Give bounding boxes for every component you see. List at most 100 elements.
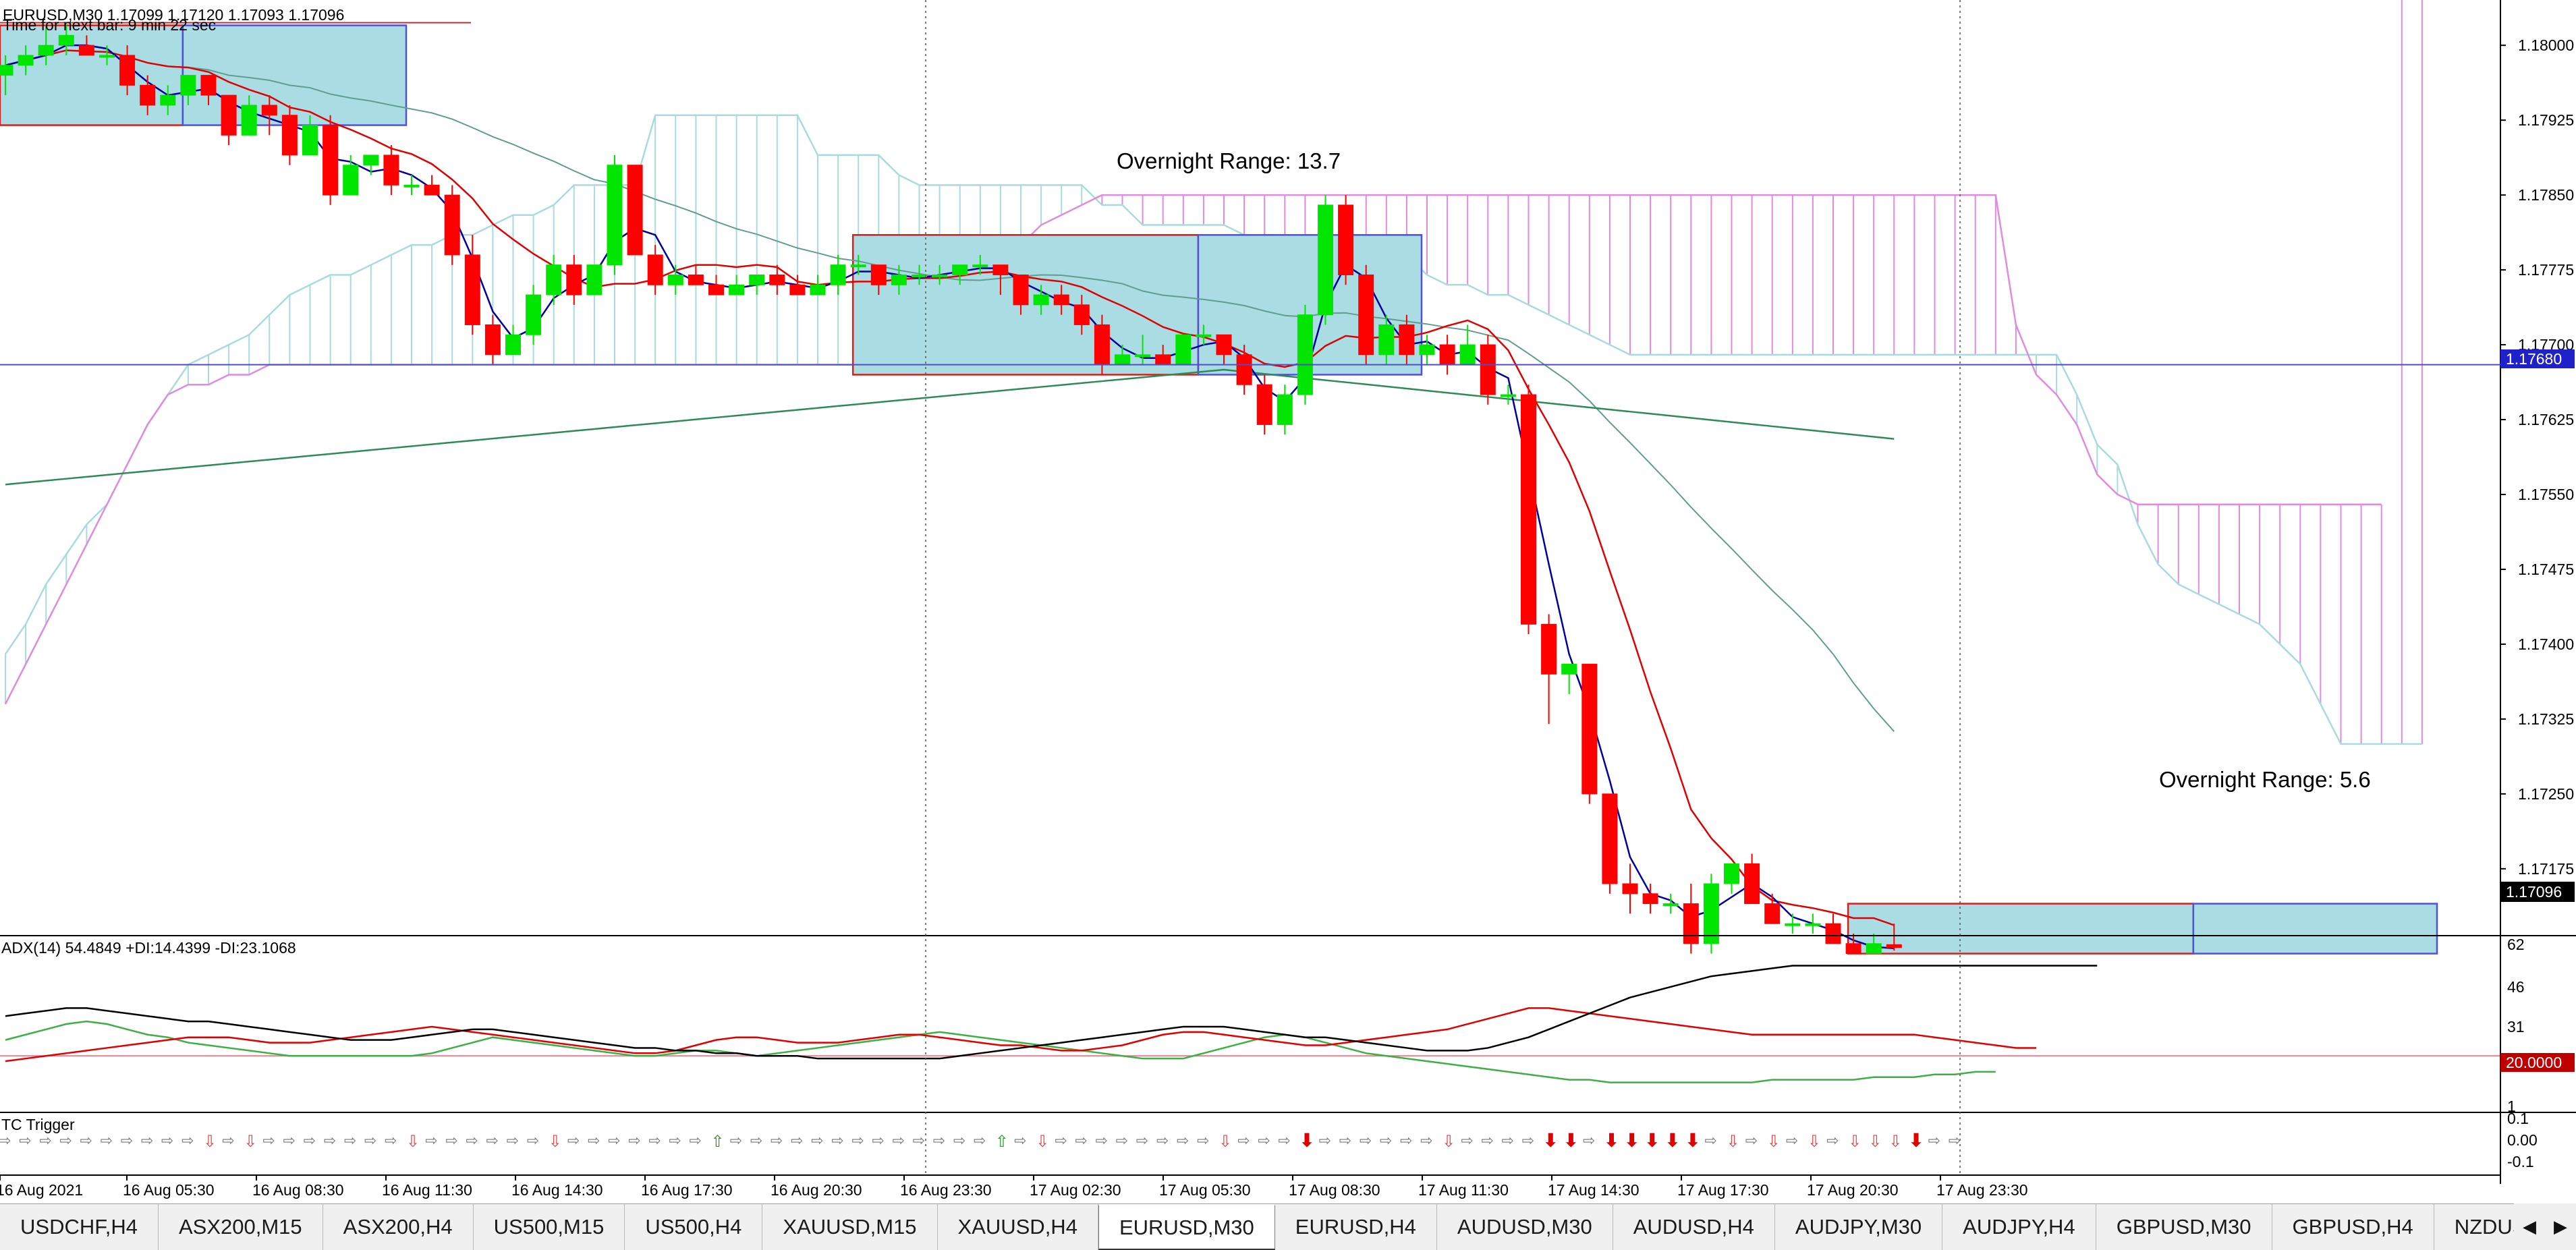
candle-body xyxy=(1541,623,1557,675)
tab-us500-m15[interactable]: US500,M15 xyxy=(474,1204,625,1250)
tc-neutral-arrow: ⇨ xyxy=(872,1132,884,1149)
tc-neutral-arrow: ⇨ xyxy=(831,1132,843,1149)
tab-scroll-left-icon[interactable]: ◀ xyxy=(2514,1203,2545,1250)
tab-eurusd-m30[interactable]: EURUSD,M30 xyxy=(1098,1204,1275,1250)
tab-xauusd-h4[interactable]: XAUUSD,H4 xyxy=(938,1204,1098,1250)
candle-body xyxy=(1419,344,1435,356)
candle-body xyxy=(1094,324,1110,366)
tc-neutral-arrow: ⇨ xyxy=(1116,1132,1128,1149)
tc-neutral-arrow: ⇨ xyxy=(19,1132,31,1149)
candle-body xyxy=(566,264,582,295)
tc-neutral-arrow: ⇨ xyxy=(344,1132,356,1149)
cloud-span-a xyxy=(4,114,2422,745)
tc-neutral-arrow: ⇨ xyxy=(1420,1132,1432,1149)
candle-body xyxy=(546,264,562,295)
candle-body xyxy=(58,34,74,46)
tc-neutral-arrow: ⇨ xyxy=(1826,1132,1839,1149)
tc-down-strong-arrow: ⬇ xyxy=(1685,1130,1700,1151)
candle-body xyxy=(0,65,13,76)
price-tick-label: 1.17925 xyxy=(2518,111,2574,129)
tc-neutral-arrow: ⇨ xyxy=(364,1132,376,1149)
tab-us500-h4[interactable]: US500,H4 xyxy=(625,1204,763,1250)
adx-panel: 624631161 xyxy=(0,936,2525,1115)
candle-body xyxy=(749,274,765,285)
candle-body xyxy=(729,284,745,295)
candle-body xyxy=(1561,664,1577,675)
tc-neutral-arrow: ⇨ xyxy=(161,1132,173,1149)
tc-down-outline-arrow: ⇩ xyxy=(1036,1133,1049,1151)
tab-usdchf-h4[interactable]: USDCHF,H4 xyxy=(0,1204,159,1250)
tc-neutral-arrow: ⇨ xyxy=(588,1132,600,1149)
tc-neutral-arrow: ⇨ xyxy=(1949,1132,1961,1149)
tc-neutral-arrow: ⇨ xyxy=(1360,1132,1372,1149)
tab-gbpusd-h4[interactable]: GBPUSD,H4 xyxy=(2272,1204,2434,1250)
chart-canvas[interactable]: 624631161 ⇨ ⇨ ⇨ ⇨ ⇨ ⇨ ⇨ ⇨ ⇨ ⇨ ⇩ ⇨ ⇩ ⇨ ⇨ ⇨ ⇨ ⇨ ⇨ ⇨ ⇩ ⇨ ⇨ ⇨ ⇨ ⇨ ⇨ ⇩ ⇨ ⇨… xyxy=(0,0,2576,1203)
tab-audusd-h4[interactable]: AUDUSD,H4 xyxy=(1613,1204,1775,1250)
tc-neutral-arrow: ⇨ xyxy=(466,1132,478,1149)
tc-neutral-arrow: ⇨ xyxy=(1055,1132,1067,1149)
candle-body xyxy=(1013,274,1029,306)
candle-body xyxy=(403,184,420,188)
tc-neutral-arrow: ⇨ xyxy=(283,1132,295,1149)
time-tick-label: 17 Aug 11:30 xyxy=(1418,1181,1509,1199)
tc-tick-label: 0.00 xyxy=(2507,1131,2538,1149)
tc-down-strong-arrow: ⬇ xyxy=(1604,1130,1619,1151)
tc-neutral-arrow: ⇨ xyxy=(1258,1132,1270,1149)
price-tick-label: 1.17250 xyxy=(2518,785,2574,803)
symbol-tab-bar: USDCHF,H4 ASX200,M15 ASX200,H4 US500,M15 US5… xyxy=(0,1203,2576,1250)
candle-body xyxy=(1053,294,1069,306)
adx-title: ADX(14) 54.4849 +DI:14.4399 -DI:23.1068 xyxy=(1,939,296,957)
tc-up-arrow: ⇧ xyxy=(995,1133,1009,1151)
candle-body xyxy=(1155,354,1171,366)
time-tick-label: 16 Aug 05:30 xyxy=(123,1181,215,1199)
tc-neutral-arrow: ⇨ xyxy=(1481,1132,1493,1149)
tc-neutral-arrow: ⇨ xyxy=(385,1132,397,1149)
candle-body xyxy=(1845,943,1861,955)
candle-body xyxy=(932,274,948,277)
candle-body xyxy=(221,94,237,136)
tab-audjpy-h4[interactable]: AUDJPY,H4 xyxy=(1942,1204,2096,1250)
candle-body xyxy=(99,55,115,58)
candle-body xyxy=(1602,793,1618,884)
candle-body xyxy=(526,294,542,335)
kijun-line xyxy=(5,49,1895,926)
tc-neutral-arrow: ⇨ xyxy=(851,1132,864,1149)
candle-body xyxy=(505,334,521,356)
tc-neutral-arrow: ⇨ xyxy=(101,1132,113,1149)
tab-asx200-m15[interactable]: ASX200,M15 xyxy=(159,1204,323,1250)
candle-body xyxy=(343,165,359,196)
tc-neutral-arrow: ⇨ xyxy=(1319,1132,1331,1149)
tab-asx200-h4[interactable]: ASX200,H4 xyxy=(323,1204,474,1250)
time-tick-label: 16 Aug 11:30 xyxy=(382,1181,472,1199)
adx-tick-label: 62 xyxy=(2507,936,2525,953)
candle-body xyxy=(1073,304,1090,325)
candle-body xyxy=(200,75,217,96)
tc-down-outline-arrow: ⇩ xyxy=(1848,1133,1861,1151)
tab-scroll-right-icon[interactable]: ▶ xyxy=(2545,1203,2576,1250)
tc-down-outline-arrow: ⇩ xyxy=(1727,1133,1740,1151)
candle-body xyxy=(1662,903,1679,907)
tc-neutral-arrow: ⇨ xyxy=(1014,1132,1026,1149)
tc-neutral-arrow: ⇨ xyxy=(608,1132,620,1149)
tc-neutral-arrow: ⇨ xyxy=(324,1132,336,1149)
tc-neutral-arrow: ⇨ xyxy=(750,1132,762,1149)
tc-down-strong-arrow: ⬇ xyxy=(1543,1130,1559,1151)
current-price-label: 1.17096 xyxy=(2506,883,2562,901)
tab-gbpusd-m30[interactable]: GBPUSD,M30 xyxy=(2096,1204,2272,1250)
price-tick-label: 1.17325 xyxy=(2518,710,2574,728)
tab-audusd-m30[interactable]: AUDUSD,M30 xyxy=(1437,1204,1613,1250)
tc-neutral-arrow: ⇨ xyxy=(811,1132,823,1149)
tc-down-outline-arrow: ⇩ xyxy=(1767,1133,1781,1151)
tc-neutral-arrow: ⇨ xyxy=(1380,1132,1392,1149)
tc-neutral-arrow: ⇨ xyxy=(628,1132,640,1149)
tc-trigger-panel: ⇨ ⇨ ⇨ ⇨ ⇨ ⇨ ⇨ ⇨ ⇨ ⇨ ⇩ ⇨ ⇩ ⇨ ⇨ ⇨ ⇨ ⇨ ⇨ ⇨ ⇩ ⇨ ⇨ ⇨ ⇨ ⇨ ⇨ ⇩ ⇨ ⇨ ⇨ ⇨ ⇨ ⇨ ⇨ ⇧ ⇨ ⇨ ⇨ ⇨… xyxy=(0,1110,2538,1170)
candle-body xyxy=(1500,394,1516,397)
candle-body xyxy=(1703,883,1719,944)
tab-xauusd-m15[interactable]: XAUUSD,M15 xyxy=(762,1204,938,1250)
candle-body xyxy=(688,274,704,285)
tab-audjpy-m30[interactable]: AUDJPY,M30 xyxy=(1775,1204,1943,1250)
tc-neutral-arrow: ⇨ xyxy=(791,1132,803,1149)
tab-eurusd-h4[interactable]: EURUSD,H4 xyxy=(1275,1204,1437,1250)
adx-tick-label: 1 xyxy=(2507,1098,2516,1115)
candle-body xyxy=(1785,923,1801,926)
